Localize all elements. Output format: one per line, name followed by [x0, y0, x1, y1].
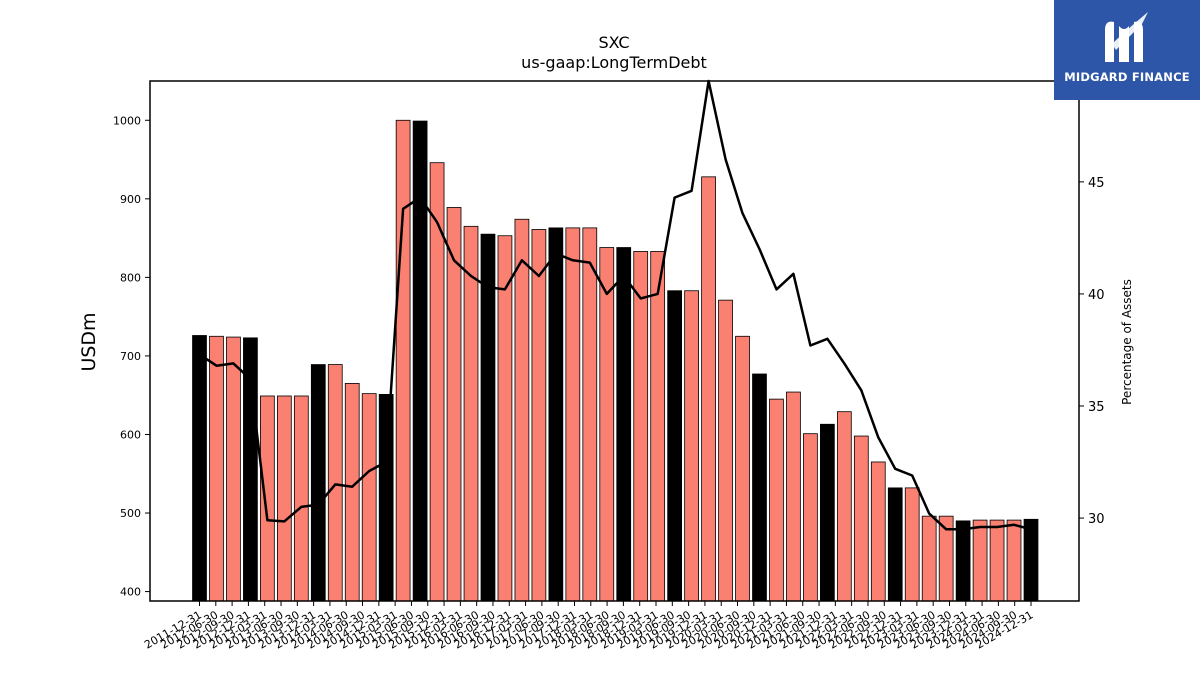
- y-tick-label: 600: [120, 428, 141, 441]
- bar: [735, 335, 750, 602]
- y-axis-label: USDm: [78, 312, 100, 371]
- y2-axis: 30 35 40 45: [1079, 176, 1105, 527]
- bar: [412, 120, 428, 602]
- y2-tick-label: 40: [1088, 288, 1105, 303]
- bar: [378, 394, 394, 602]
- y-tick-label: 400: [120, 586, 141, 599]
- bar: [921, 515, 937, 602]
- bar: [1023, 518, 1039, 602]
- bar: [548, 227, 564, 602]
- bar: [955, 520, 971, 602]
- bar: [887, 487, 903, 602]
- bar: [752, 373, 767, 602]
- chart-subtitle: us-gaap:LongTermDebt: [521, 53, 707, 72]
- bar: [853, 435, 869, 602]
- bar: [599, 247, 615, 602]
- y-axis: 400 500 600 700 800 900 1000: [113, 114, 150, 599]
- y-tick-label: 700: [120, 350, 141, 363]
- bar: [293, 395, 309, 602]
- line-layer: [198, 79, 1032, 531]
- y-tick-label: 900: [120, 193, 141, 206]
- y-tick-label: 500: [120, 507, 141, 520]
- brand-logo: MIDGARD FINANCE: [1054, 0, 1200, 100]
- bar: [344, 383, 360, 602]
- bar: [718, 299, 733, 602]
- bar: [463, 225, 479, 602]
- midgard-logo-icon: [1105, 12, 1148, 62]
- bar: [243, 337, 258, 602]
- percentage-line: [198, 79, 1032, 531]
- bar: [667, 290, 683, 602]
- bar: [769, 398, 784, 602]
- bar: [701, 176, 716, 602]
- bar: [531, 229, 547, 602]
- bar: [904, 487, 920, 602]
- x-axis: 2011-12-312012-06-302012-09-302012-12-31…: [142, 601, 1036, 652]
- y2-tick-label: 35: [1088, 400, 1105, 415]
- plot-frame: [149, 80, 1080, 602]
- bar: [616, 247, 632, 602]
- bar: [836, 411, 852, 602]
- bar: [989, 519, 1005, 602]
- bar: [514, 218, 530, 602]
- bar: [820, 423, 835, 602]
- bar: [803, 433, 818, 602]
- bar: [429, 162, 445, 602]
- bar: [870, 461, 886, 602]
- bar: [786, 391, 801, 602]
- bar: [192, 335, 207, 602]
- y-tick-label: 800: [120, 271, 141, 284]
- bar: [276, 395, 292, 602]
- y-tick-label: 1000: [113, 114, 141, 127]
- bar: [395, 119, 411, 602]
- bar: [260, 395, 275, 602]
- bar: [582, 227, 598, 602]
- bar: [650, 251, 666, 602]
- bar: [684, 290, 699, 602]
- y2-tick-label: 45: [1088, 176, 1105, 191]
- y2-tick-label: 30: [1088, 512, 1105, 527]
- bar: [972, 519, 988, 602]
- bar: [209, 335, 224, 602]
- bars: [192, 119, 1039, 602]
- bar: [327, 364, 343, 602]
- bar: [226, 336, 241, 602]
- bar: [1006, 519, 1022, 602]
- brand-name: MIDGARD FINANCE: [1064, 70, 1190, 84]
- bar: [633, 251, 649, 602]
- bar: [361, 393, 377, 602]
- bar: [565, 227, 581, 602]
- y2-axis-label: Percentage of Assets: [1120, 279, 1134, 405]
- chart-title: SXC: [598, 33, 629, 52]
- bar: [310, 364, 326, 602]
- bar: [480, 233, 496, 602]
